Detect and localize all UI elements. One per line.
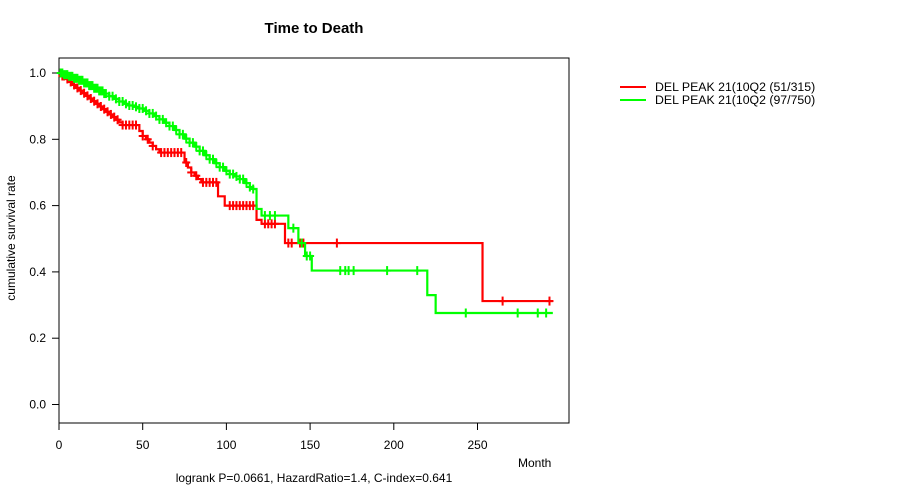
y-tick-label: 0.2 (29, 331, 46, 345)
legend: DEL PEAK 21(10Q2 (51/315) DEL PEAK 21(10… (620, 79, 816, 107)
x-tick-label: 50 (136, 438, 150, 452)
legend-label-green: DEL PEAK 21(10Q2 (97/750) (655, 92, 816, 107)
legend-line-green-icon (620, 98, 646, 101)
x-tick-label: 250 (467, 438, 487, 452)
x-tick-label: 150 (300, 438, 320, 452)
legend-line-red-icon (620, 85, 646, 88)
x-tick-label: 0 (56, 438, 63, 452)
y-tick-label: 0.4 (29, 265, 46, 279)
y-tick-label: 0.6 (29, 199, 46, 213)
legend-label-red: DEL PEAK 21(10Q2 (51/315) (655, 79, 816, 94)
legend-item-green: DEL PEAK 21(10Q2 (97/750) (620, 92, 816, 107)
y-tick-label: 0.0 (29, 398, 46, 412)
plot-box (58, 57, 570, 424)
y-tick-label: 0.8 (29, 132, 46, 146)
chart-title: Time to Death (264, 20, 364, 37)
legend-item-red: DEL PEAK 21(10Q2 (51/315) (620, 79, 816, 94)
x-tick-label: 200 (384, 438, 404, 452)
x-tick-label: 100 (216, 438, 236, 452)
stats-annotation: logrank P=0.0661, HazardRatio=1.4, C-ind… (175, 471, 453, 485)
x-axis-label: Month (518, 456, 552, 470)
y-tick-label: 1.0 (29, 66, 46, 80)
